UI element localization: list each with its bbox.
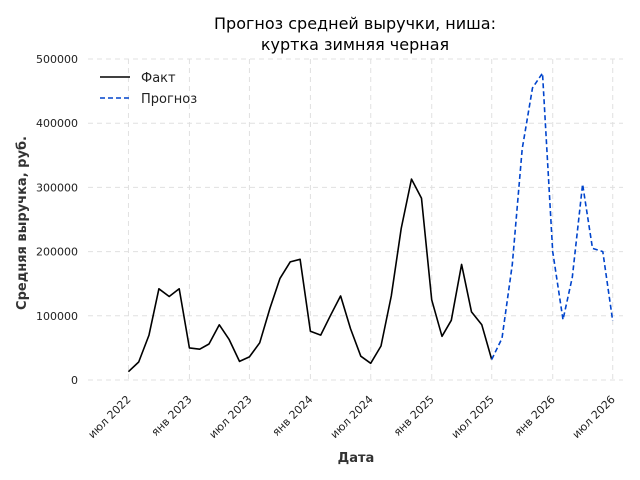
x-tick-label: янв 2023 bbox=[149, 393, 195, 439]
y-tick-label: 100000 bbox=[36, 310, 78, 323]
x-axis-ticks: июл 2022 янв 2023 июл 2023 янв 2024 июл 2024… bbox=[86, 393, 618, 441]
y-tick-label: 300000 bbox=[36, 181, 78, 194]
y-tick-label: 500000 bbox=[36, 53, 78, 66]
y-axis-label: Средняя выручка, руб. bbox=[15, 136, 30, 310]
chart-title-line-1: Прогноз средней выручки, ниша: bbox=[214, 14, 496, 33]
chart-title-line-2: куртка зимняя черная bbox=[261, 35, 449, 54]
x-axis-label: Дата bbox=[338, 451, 375, 466]
series-line-forecast bbox=[490, 72, 614, 360]
x-tick-label: июл 2025 bbox=[449, 393, 497, 441]
x-tick-label: янв 2024 bbox=[270, 393, 316, 439]
series-line-fact bbox=[127, 178, 493, 373]
x-tick-label: июл 2026 bbox=[570, 393, 618, 441]
legend-label: Факт bbox=[141, 71, 176, 86]
x-tick-label: июл 2024 bbox=[328, 393, 376, 441]
x-tick-label: июл 2023 bbox=[207, 393, 255, 441]
y-tick-label: 0 bbox=[71, 374, 78, 387]
x-tick-label: июл 2022 bbox=[86, 393, 134, 441]
x-tick-label: янв 2025 bbox=[391, 393, 437, 439]
legend-label: Прогноз bbox=[141, 92, 197, 107]
legend: Факт Прогноз bbox=[100, 71, 197, 107]
y-axis-ticks: 0 100000 200000 300000 400000 500000 bbox=[36, 53, 78, 387]
y-tick-label: 400000 bbox=[36, 117, 78, 130]
y-tick-label: 200000 bbox=[36, 246, 78, 259]
x-tick-label: янв 2026 bbox=[512, 393, 558, 439]
grid-lines bbox=[88, 58, 623, 381]
series-lines bbox=[127, 72, 614, 373]
